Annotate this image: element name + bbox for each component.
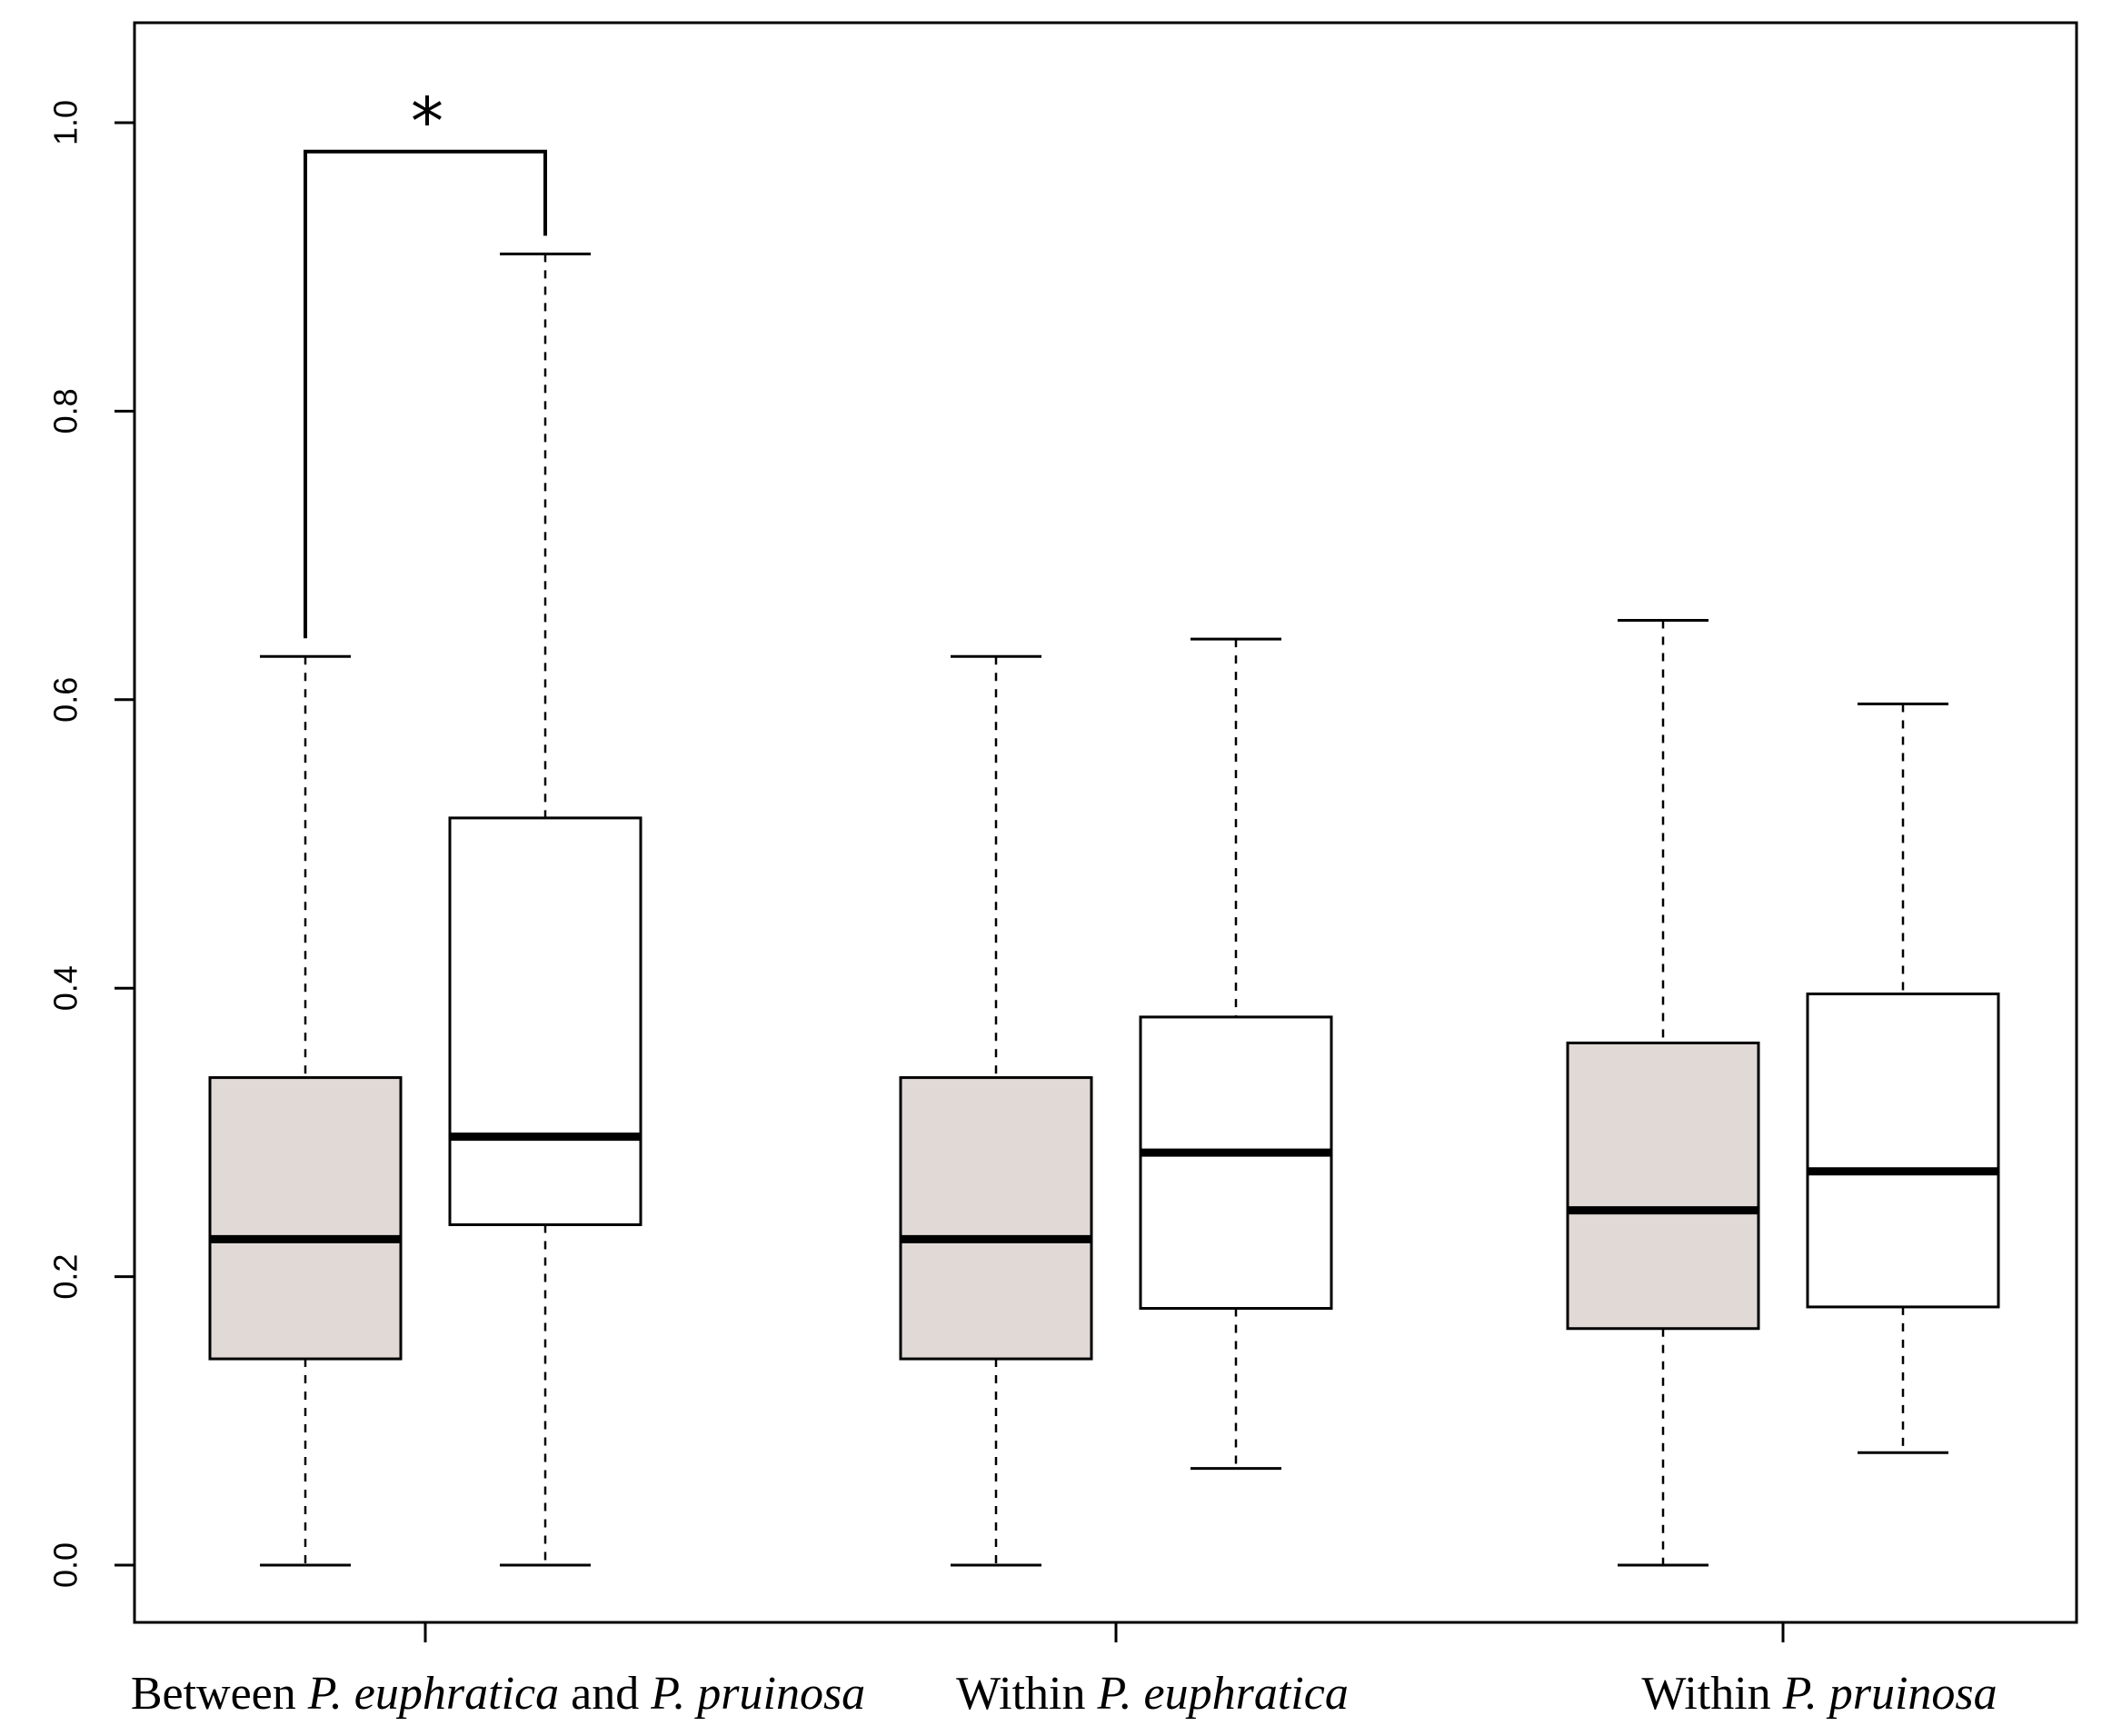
- axes-layer: 0.0 0.2 0.4 0.6 0.8 1.0 Between P. euphratica …: [47, 21, 2078, 1720]
- category-label-text: Between: [131, 1668, 308, 1720]
- box-1: [1806, 703, 2000, 1454]
- y-tick-label: 0.8: [47, 388, 85, 434]
- category-label-species: P. pruinosa: [650, 1668, 865, 1720]
- iqr-box: [208, 1076, 403, 1361]
- category-label-text: and: [559, 1668, 651, 1720]
- category-label: Within P. euphratica: [956, 1668, 1349, 1720]
- y-tick-label: 0.4: [47, 965, 85, 1011]
- y-tick-label: 1.0: [47, 100, 85, 145]
- iqr-box: [448, 816, 643, 1226]
- category-label-species: P. euphratica: [1096, 1668, 1348, 1720]
- boxes-layer: [208, 252, 2000, 1567]
- box-0: [208, 654, 403, 1567]
- iqr-box: [1566, 1042, 1760, 1331]
- y-tick-label: 0.6: [47, 677, 85, 723]
- category-label-text: Within: [1641, 1668, 1782, 1720]
- iqr-box: [1139, 1015, 1333, 1311]
- significance-bracket: [304, 149, 547, 639]
- box-0: [899, 654, 1093, 1567]
- category-label-species: P. pruinosa: [1782, 1668, 1997, 1720]
- category-label: Between P. euphratica and P. pruinosa: [131, 1668, 865, 1720]
- y-tick-label: 0.2: [47, 1254, 85, 1300]
- category-label-text: Within: [956, 1668, 1097, 1720]
- box-1: [1139, 637, 1333, 1471]
- box-0: [1566, 619, 1760, 1567]
- iqr-box: [1806, 993, 2000, 1309]
- plot-frame: [133, 21, 2078, 1624]
- category-label-species: P. euphratica: [307, 1668, 559, 1720]
- iqr-box: [899, 1076, 1093, 1361]
- box-1: [448, 252, 643, 1567]
- category-label: Within P. pruinosa: [1641, 1668, 1997, 1720]
- y-tick-label: 0.0: [47, 1542, 85, 1588]
- significance-layer: *: [304, 84, 547, 639]
- significance-star: *: [411, 84, 443, 160]
